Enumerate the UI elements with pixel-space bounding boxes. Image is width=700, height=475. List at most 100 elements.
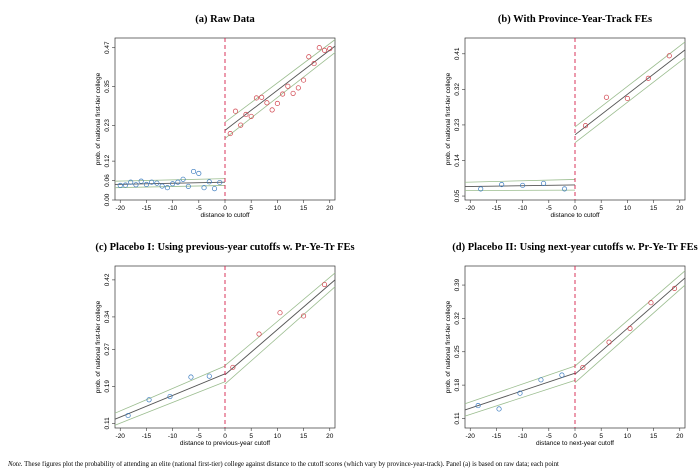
figure-note: Note. These figures plot the probability… (8, 461, 698, 468)
y-tick-label: 0.12 (104, 154, 111, 167)
ci-band-line (464, 379, 576, 417)
data-point-below-cutoff (541, 180, 547, 186)
y-tick-label: 0.27 (104, 343, 111, 356)
data-point-above-cutoff (321, 47, 328, 53)
panel-title: (b) With Province-Year-Track FEs (498, 14, 652, 25)
chart-placebo-next-year: (d) Placebo II: Using next-year cutoffs … (445, 242, 698, 447)
data-point-below-cutoff (475, 403, 481, 409)
data-point-above-cutoff (269, 107, 275, 113)
data-point-below-cutoff (188, 374, 194, 380)
y-tick-label: 0.00 (104, 193, 111, 206)
y-tick-label: 0.25 (454, 345, 461, 358)
data-point-above-cutoff (277, 310, 283, 316)
data-point-below-cutoff (146, 397, 152, 403)
data-point-below-cutoff (138, 178, 144, 184)
x-axis-label: distance to next-year cutoff (536, 440, 614, 447)
ci-band-line (574, 284, 686, 384)
x-tick-label: 0 (223, 205, 227, 212)
ci-band-line (224, 286, 336, 385)
data-point-above-cutoff (321, 281, 328, 288)
data-point-above-cutoff (230, 364, 236, 370)
panel-b: (b) With Province-Year-Track FEs -20 -15 -1… (350, 0, 700, 225)
data-point-above-cutoff (280, 91, 286, 97)
data-point-below-cutoff (164, 185, 170, 191)
data-point-below-cutoff (180, 176, 186, 182)
x-tick-label: 0 (573, 205, 577, 212)
data-point-below-cutoff (206, 179, 212, 185)
x-tick-label: 10 (624, 205, 632, 212)
y-axis-label: prob. of national first-tier college (95, 300, 102, 393)
x-tick-label: 5 (249, 433, 253, 440)
x-tick-label: 5 (249, 205, 253, 212)
x-tick-label: -10 (168, 205, 178, 212)
y-tick-label: 0.35 (104, 80, 111, 93)
data-point-above-cutoff (295, 85, 301, 91)
x-tick-label: -15 (142, 433, 152, 440)
data-point-below-cutoff (185, 183, 191, 189)
data-point-above-cutoff (238, 122, 244, 128)
x-tick-label: 20 (676, 205, 684, 212)
data-point-below-cutoff (159, 183, 165, 189)
x-tick-label: 20 (676, 433, 684, 440)
x-tick-label: 20 (326, 205, 334, 212)
data-point-above-cutoff (301, 313, 307, 319)
x-axis-label: distance to cutoff (200, 212, 249, 219)
x-tick-label: 0 (573, 433, 577, 440)
y-axis-label: prob. of national first-tier college (445, 300, 452, 393)
data-point-below-cutoff (117, 182, 123, 188)
data-point-below-cutoff (125, 412, 131, 419)
data-point-above-cutoff (259, 94, 265, 100)
data-point-below-cutoff (149, 179, 155, 185)
x-tick-label: -5 (546, 433, 552, 440)
data-point-below-cutoff (170, 181, 176, 187)
fitted-line (574, 49, 686, 136)
data-point-below-cutoff (128, 179, 134, 185)
ci-band-line (464, 179, 576, 183)
y-axis-label: prob. of national first-tier college (95, 72, 102, 165)
ci-band-line (464, 365, 576, 405)
data-point-above-cutoff (666, 53, 672, 59)
ci-band-line (114, 381, 226, 426)
x-tick-label: -20 (466, 205, 476, 212)
ci-band-line (224, 52, 336, 139)
data-point-below-cutoff (559, 372, 565, 378)
x-tick-label: -15 (142, 205, 152, 212)
data-point-above-cutoff (624, 95, 630, 102)
data-point-above-cutoff (582, 123, 589, 129)
y-tick-label: 0.19 (104, 380, 111, 393)
y-tick-label: 0.41 (454, 47, 461, 60)
x-tick-label: -10 (518, 205, 528, 212)
data-point-below-cutoff (133, 182, 139, 188)
data-point-below-cutoff (499, 182, 505, 188)
x-tick-label: -15 (492, 433, 502, 440)
data-point-below-cutoff (217, 179, 223, 186)
data-point-below-cutoff (561, 186, 568, 192)
y-tick-label: 0.34 (104, 310, 111, 323)
x-tick-label: -20 (116, 433, 126, 440)
data-point-above-cutoff (603, 94, 609, 100)
chart-raw-data: (a) Raw Data -20 -15 -10 -5 0 5 10 15 20 0.00 0.06 0… (95, 14, 336, 219)
chart-province-year-track-fes: (b) With Province-Year-Track FEs -20 -15 -1… (445, 14, 686, 219)
fitted-line (114, 373, 226, 420)
x-tick-label: 15 (650, 205, 658, 212)
data-point-below-cutoff (167, 393, 173, 400)
note-text: These figures plot the probability of at… (24, 461, 559, 468)
x-axis-label: distance to cutoff (550, 212, 599, 219)
fitted-line (464, 184, 576, 188)
data-point-below-cutoff (122, 182, 129, 188)
y-tick-label: 0.23 (104, 119, 111, 132)
x-tick-label: 10 (624, 433, 632, 440)
data-point-above-cutoff (580, 364, 586, 371)
panel-a: (a) Raw Data -20 -15 -10 -5 0 5 10 15 20 0.00 0.06 0… (0, 0, 350, 225)
data-point-below-cutoff (538, 377, 544, 383)
data-point-below-cutoff (191, 168, 197, 175)
data-point-above-cutoff (327, 46, 333, 52)
data-point-above-cutoff (627, 325, 633, 331)
fitted-line (224, 45, 336, 131)
x-axis-label: distance to previous-year cutoff (180, 440, 270, 447)
fitted-line (224, 279, 336, 376)
note-label: Note. (8, 461, 23, 468)
data-point-above-cutoff (253, 95, 259, 101)
data-point-below-cutoff (517, 390, 523, 396)
data-point-below-cutoff (154, 180, 160, 186)
